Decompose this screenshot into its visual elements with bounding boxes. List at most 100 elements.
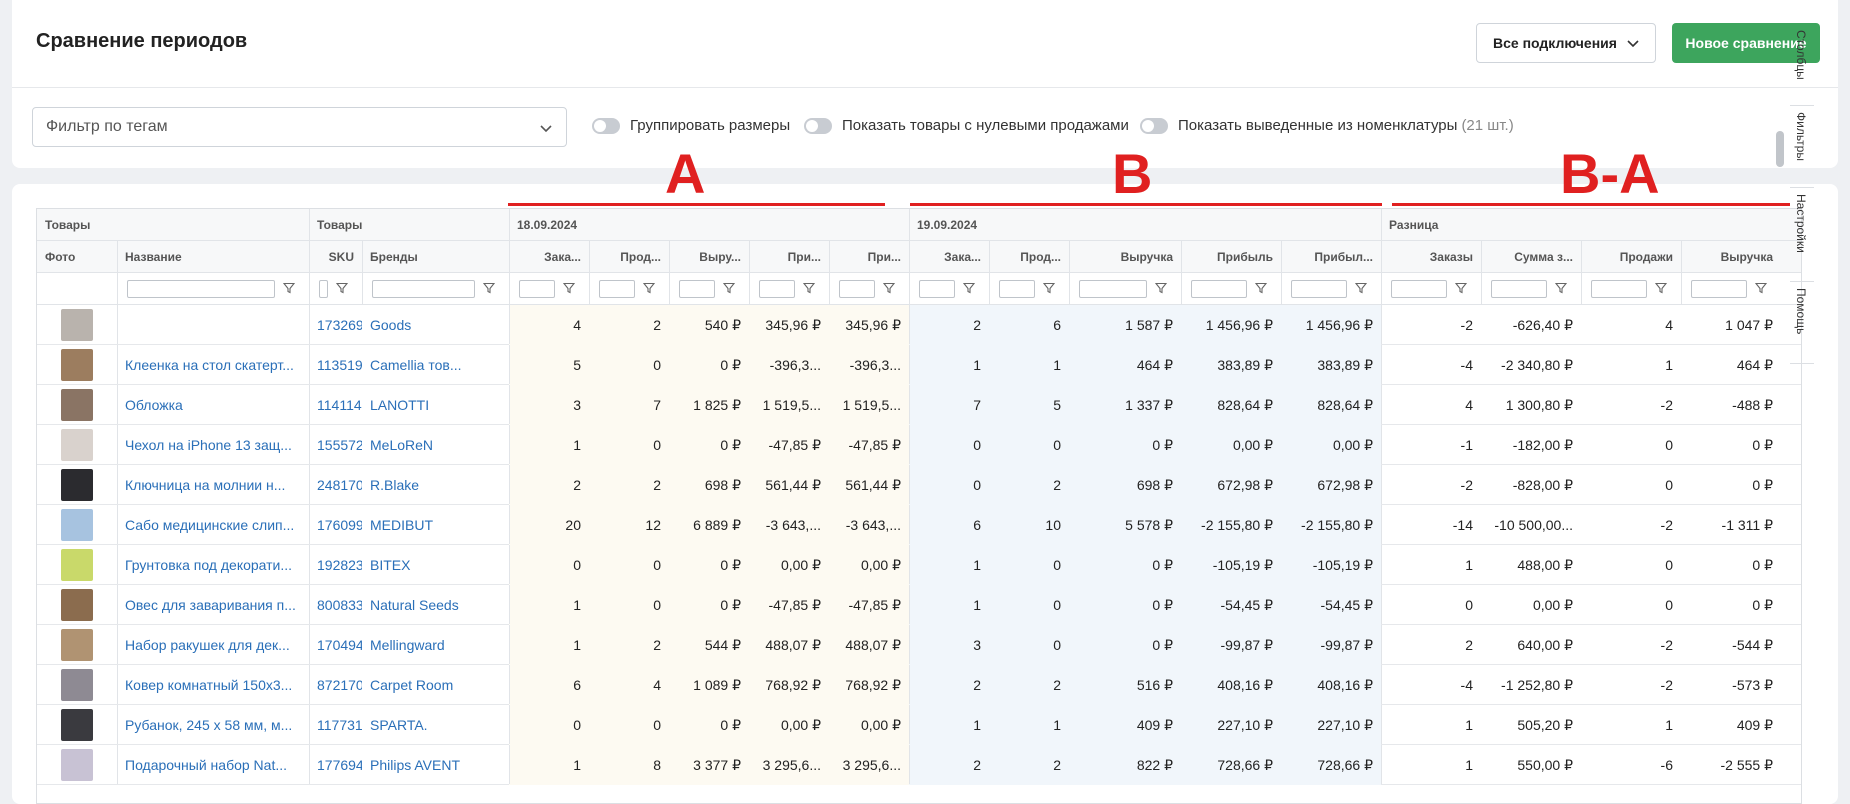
- table-row[interactable]: Ковер комнатный 150x3... 872170... Carpet …: [37, 665, 1801, 705]
- new-compare-button[interactable]: Новое сравнение: [1672, 23, 1820, 63]
- filter-funnel-icon[interactable]: [1255, 282, 1267, 294]
- filter-funnel-icon[interactable]: [1043, 282, 1055, 294]
- column-header[interactable]: Зака...: [944, 249, 981, 264]
- toggle-zero-sales[interactable]: Показать товары с нулевыми продажами: [804, 117, 1129, 134]
- column-filter-input[interactable]: [1491, 280, 1547, 298]
- column-filter-input[interactable]: [999, 280, 1035, 298]
- sku-link[interactable]: 113519...: [317, 357, 362, 373]
- table-row[interactable]: Грунтовка под декорати... 192823... BITEX 0…: [37, 545, 1801, 585]
- product-thumbnail[interactable]: [61, 749, 93, 781]
- brand-link[interactable]: MeLoReN: [370, 437, 434, 453]
- filter-funnel-icon[interactable]: [643, 282, 655, 294]
- table-row[interactable]: Рубанок, 245 х 58 мм, м... 117731... SPART…: [37, 705, 1801, 745]
- sku-link[interactable]: 114114...: [317, 397, 362, 413]
- table-row[interactable]: Ключница на молнии н... 2481706 R.Blake 2 2 6…: [37, 465, 1801, 505]
- table-row[interactable]: Сабо медицинские слип... 176099... MEDIBUT…: [37, 505, 1801, 545]
- column-header[interactable]: При...: [787, 249, 821, 264]
- toggle-group-sizes[interactable]: Группировать размеры: [592, 117, 790, 134]
- column-filter-input[interactable]: [1191, 280, 1247, 298]
- column-header[interactable]: Прод...: [620, 249, 661, 264]
- product-name-link[interactable]: Сабо медицинские слип...: [125, 517, 295, 533]
- table-row[interactable]: Клеенка на стол скатерт... 113519... Camel…: [37, 345, 1801, 385]
- product-thumbnail[interactable]: [61, 589, 93, 621]
- column-header[interactable]: Продажи: [1619, 249, 1673, 264]
- tab-help[interactable]: Помощь: [1790, 282, 1814, 364]
- tab-settings[interactable]: Настройки: [1790, 188, 1814, 282]
- sku-link[interactable]: 872170...: [317, 677, 362, 693]
- brand-link[interactable]: BITEX: [370, 557, 411, 573]
- column-header[interactable]: Зака...: [544, 249, 581, 264]
- toggle-switch[interactable]: [1140, 117, 1168, 134]
- product-name-link[interactable]: Ковер комнатный 150x3...: [125, 677, 293, 693]
- brand-link[interactable]: Camellia тов...: [370, 357, 462, 373]
- connections-dropdown[interactable]: Все подключения: [1476, 23, 1656, 63]
- product-name-link[interactable]: Ключница на молнии н...: [125, 477, 286, 493]
- column-header[interactable]: Прибыль: [1217, 249, 1273, 264]
- column-filter-input[interactable]: [372, 280, 475, 298]
- product-name-link[interactable]: Чехол на iPhone 13 защ...: [125, 437, 292, 453]
- column-header[interactable]: Бренды: [370, 249, 418, 264]
- column-header[interactable]: SKU: [328, 249, 354, 264]
- table-row[interactable]: Овес для заваривания п... 800833... Natura…: [37, 585, 1801, 625]
- sku-link[interactable]: 2481706: [317, 477, 362, 493]
- sku-link[interactable]: 155572...: [317, 437, 362, 453]
- product-thumbnail[interactable]: [61, 709, 93, 741]
- column-header[interactable]: Сумма з...: [1514, 249, 1573, 264]
- filter-funnel-icon[interactable]: [336, 282, 348, 294]
- filter-funnel-icon[interactable]: [1355, 282, 1367, 294]
- product-name-link[interactable]: [117, 305, 309, 345]
- sku-link[interactable]: 170494...: [317, 637, 362, 653]
- column-header[interactable]: Выручка: [1720, 249, 1773, 264]
- filter-funnel-icon[interactable]: [283, 282, 295, 294]
- filter-funnel-icon[interactable]: [803, 282, 815, 294]
- vertical-scrollbar[interactable]: [1776, 131, 1784, 167]
- column-header[interactable]: Выручка: [1120, 249, 1173, 264]
- column-filter-input[interactable]: [319, 280, 328, 298]
- product-thumbnail[interactable]: [61, 629, 93, 661]
- column-header[interactable]: Заказы: [1429, 249, 1473, 264]
- product-thumbnail[interactable]: [61, 429, 93, 461]
- brand-link[interactable]: Mellingward: [370, 637, 445, 653]
- column-filter-input[interactable]: [599, 280, 635, 298]
- product-name-link[interactable]: Подарочный набор Nat...: [125, 757, 288, 773]
- sku-link[interactable]: 117731...: [317, 717, 362, 733]
- product-thumbnail[interactable]: [61, 669, 93, 701]
- column-filter-input[interactable]: [759, 280, 795, 298]
- brand-link[interactable]: Philips AVENT: [370, 757, 460, 773]
- filter-funnel-icon[interactable]: [1155, 282, 1167, 294]
- tag-filter-select[interactable]: Фильтр по тегам: [32, 107, 567, 147]
- toggle-switch[interactable]: [592, 117, 620, 134]
- column-filter-input[interactable]: [519, 280, 555, 298]
- brand-link[interactable]: R.Blake: [370, 477, 420, 493]
- column-header[interactable]: Фото: [45, 249, 76, 264]
- filter-funnel-icon[interactable]: [963, 282, 975, 294]
- product-name-link[interactable]: Набор ракушек для дек...: [125, 637, 290, 653]
- column-filter-input[interactable]: [1079, 280, 1147, 298]
- product-name-link[interactable]: Обложка: [125, 397, 183, 413]
- sku-link[interactable]: 176099...: [317, 517, 362, 533]
- product-name-link[interactable]: Овес для заваривания п...: [125, 597, 296, 613]
- filter-funnel-icon[interactable]: [483, 282, 495, 294]
- table-row[interactable]: Набор ракушек для дек... 170494... Melling…: [37, 625, 1801, 665]
- table-row[interactable]: Подарочный набор Nat... 177694... Philips …: [37, 745, 1801, 785]
- table-row[interactable]: 173269... Goods 4 2 540 ₽ 345,96 ₽ 345,96 ₽ 2 6 1…: [37, 305, 1801, 345]
- product-thumbnail[interactable]: [61, 509, 93, 541]
- column-header[interactable]: Название: [125, 249, 182, 264]
- tab-filters[interactable]: Фильтры: [1790, 106, 1814, 188]
- toggle-switch[interactable]: [804, 117, 832, 134]
- product-name-link[interactable]: Грунтовка под декорати...: [125, 557, 293, 573]
- filter-funnel-icon[interactable]: [723, 282, 735, 294]
- table-row[interactable]: Чехол на iPhone 13 защ... 155572... MeLoRe…: [37, 425, 1801, 465]
- product-thumbnail[interactable]: [61, 309, 93, 341]
- filter-funnel-icon[interactable]: [1455, 282, 1467, 294]
- tab-columns[interactable]: Столбцы: [1790, 24, 1814, 106]
- brand-link[interactable]: SPARTA.: [370, 717, 428, 733]
- product-thumbnail[interactable]: [61, 349, 93, 381]
- product-thumbnail[interactable]: [61, 469, 93, 501]
- column-filter-input[interactable]: [1391, 280, 1447, 298]
- product-thumbnail[interactable]: [61, 549, 93, 581]
- column-filter-input[interactable]: [1691, 280, 1747, 298]
- brand-link[interactable]: LANOTTI: [370, 397, 430, 413]
- column-filter-input[interactable]: [1591, 280, 1647, 298]
- column-header[interactable]: При...: [867, 249, 901, 264]
